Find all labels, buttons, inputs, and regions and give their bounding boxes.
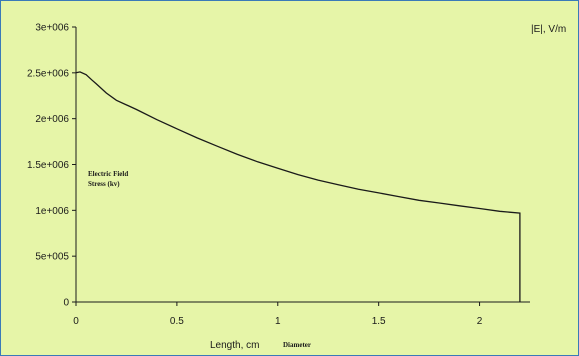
x-tick-label: 2	[477, 316, 483, 327]
y-tick-label: 3e+006	[35, 23, 69, 34]
axes	[75, 27, 530, 303]
y-tick-label: 5e+005	[35, 252, 69, 263]
x-tick-label: 1	[275, 316, 281, 327]
x-axis-note: Diameter	[283, 341, 311, 349]
annotation-line-2: Stress (kv)	[88, 180, 120, 188]
x-tick-label: 1.5	[372, 316, 386, 327]
y-tick-label: 1.5e+006	[27, 160, 69, 171]
y-tick-label: 1e+006	[35, 206, 69, 217]
x-tick-label: 0	[73, 316, 79, 327]
x-axis-title: Length, cm	[210, 340, 259, 351]
y-tick-label: 0	[63, 298, 69, 309]
x-tick-label: 0.5	[170, 316, 184, 327]
series-line-electric-field	[75, 71, 521, 302]
annotation-line-1: Electric Field	[88, 170, 128, 178]
y-tick-label: 2e+006	[35, 114, 69, 125]
x-axis-ticks: 0 0.5 1 1.5 2	[73, 302, 483, 327]
y-axis-ticks: 0 5e+005 1e+006 1.5e+006 2e+006 2.5e+006 3e+00…	[27, 23, 76, 309]
series-label: |E|, V/m	[531, 24, 566, 35]
y-tick-label: 2.5e+006	[27, 68, 69, 79]
